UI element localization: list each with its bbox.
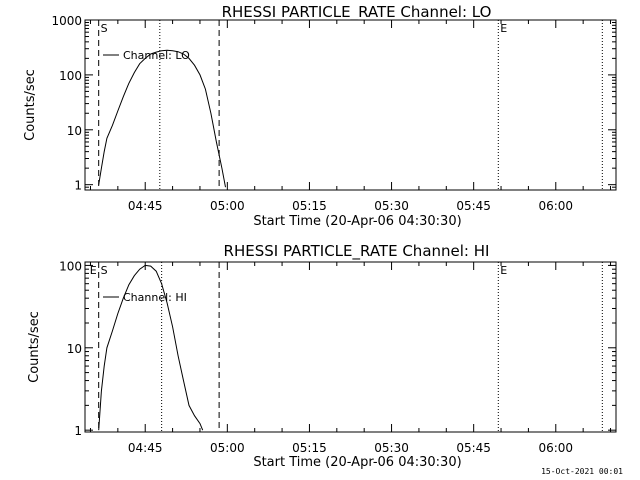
y-tick-label: 100 — [59, 259, 82, 273]
x-tick-label: 05:00 — [210, 441, 245, 455]
chart-title: RHESSI PARTICLE_RATE Channel: HI — [224, 242, 490, 261]
x-axis-label: Start Time (20-Apr-06 04:30:30) — [253, 455, 461, 470]
x-tick-label: 05:30 — [374, 199, 409, 213]
footer-date: 15-Oct-2021 00:01 — [541, 467, 623, 476]
x-tick-label: 05:30 — [374, 441, 409, 455]
y-tick-label: 10 — [67, 342, 82, 356]
panel-lo: RHESSI PARTICLE_RATE Channel: LO Counts/s… — [23, 3, 617, 229]
plot-frame — [84, 261, 617, 433]
marker-label: E — [500, 264, 507, 277]
series-line — [98, 264, 204, 431]
marker-label: E — [500, 22, 507, 35]
y-tick-label: 10 — [67, 124, 82, 138]
chart-title: RHESSI PARTICLE_RATE Channel: LO — [222, 3, 492, 22]
marker-label: S — [101, 264, 108, 277]
y-tick-label: 1000 — [51, 14, 82, 28]
panel-hi: RHESSI PARTICLE_RATE Channel: HI Counts/s… — [27, 242, 617, 470]
legend-label: Channel: LO — [123, 49, 190, 62]
y-tick-label: 1 — [74, 179, 82, 193]
x-tick-label: 04:45 — [128, 441, 163, 455]
series-line — [98, 49, 226, 188]
y-axis-label: Counts/sec — [23, 69, 38, 141]
y-tick-label: 100 — [59, 69, 82, 83]
y-axis-label: Counts/sec — [27, 311, 42, 383]
x-tick-label: 05:15 — [292, 441, 327, 455]
x-tick-label: 06:00 — [538, 441, 573, 455]
x-tick-label: 05:45 — [456, 199, 491, 213]
x-tick-label: 05:15 — [292, 199, 327, 213]
x-tick-label: 05:45 — [456, 441, 491, 455]
y-tick-label: 1 — [74, 424, 82, 438]
x-tick-label: 04:45 — [128, 199, 163, 213]
marker-label: S — [101, 22, 108, 35]
marker-label: E — [90, 264, 97, 277]
legend-label: Channel: HI — [123, 291, 187, 304]
x-tick-label: 06:00 — [538, 199, 573, 213]
x-axis-label: Start Time (20-Apr-06 04:30:30) — [253, 214, 461, 229]
plot-frame — [84, 19, 617, 191]
x-tick-label: 05:00 — [210, 199, 245, 213]
